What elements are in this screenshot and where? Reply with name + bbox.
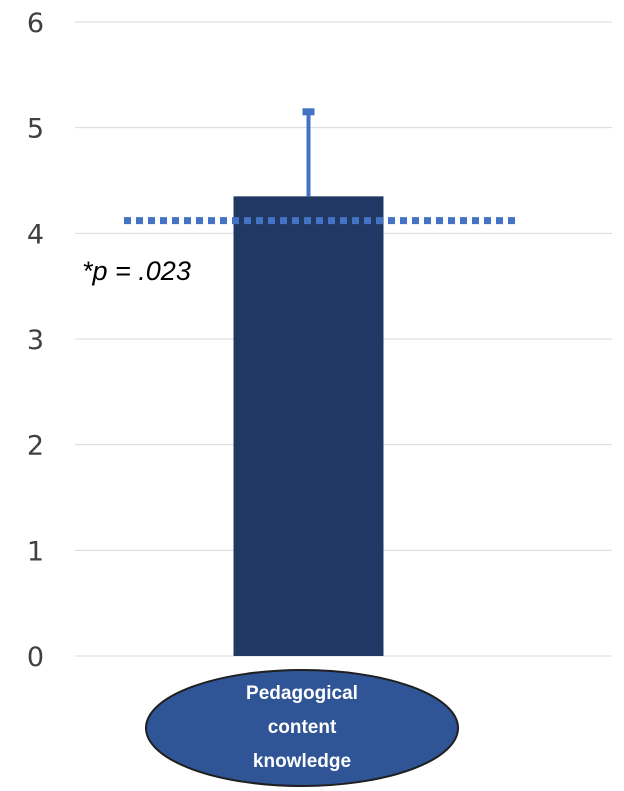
bars [233,196,384,656]
y-tick-label-5: 5 [27,114,44,145]
bar-0 [233,196,384,656]
significance-annotation: *p = .023 [82,256,191,286]
y-tick-label-6: 6 [27,8,44,39]
category-label-line-0: Pedagogical [246,683,358,704]
category-label: Pedagogical content knowledge [145,669,459,787]
error-bars [302,108,315,197]
y-tick-label-0: 0 [27,642,44,673]
y-tick-label-1: 1 [27,536,44,567]
y-tick-label-4: 4 [27,219,44,250]
category-label-line-1: content [268,717,337,738]
category-label-ellipse [145,669,459,787]
category-label-line-2: knowledge [253,751,351,772]
y-axis-tick-labels: 0 1 2 3 4 5 6 [27,8,44,673]
y-tick-label-2: 2 [27,431,44,462]
y-tick-label-3: 3 [27,325,44,356]
